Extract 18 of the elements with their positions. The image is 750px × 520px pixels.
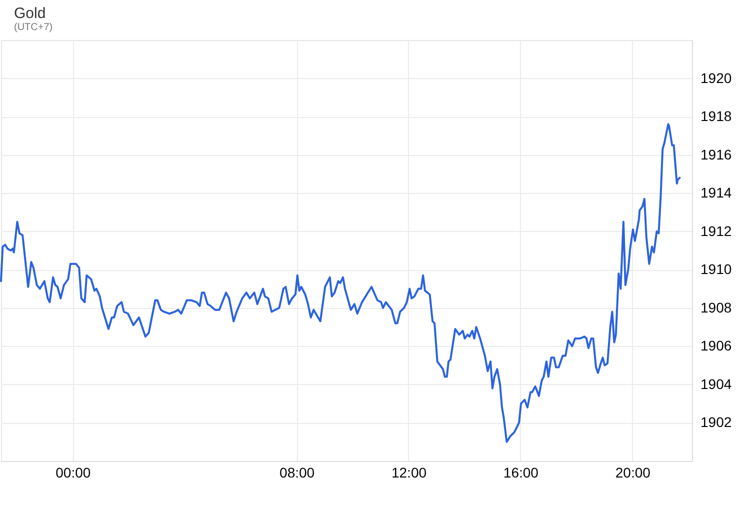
y-tick-label: 1908 [700, 299, 732, 316]
y-tick-label: 1910 [700, 261, 732, 278]
line-series [0, 123, 681, 443]
x-tick-label: 12:00 [391, 464, 427, 480]
y-tick-label: 1916 [700, 146, 732, 162]
x-tick-label: 08:00 [280, 464, 315, 480]
x-tick-label: 16:00 [503, 464, 539, 480]
y-tick-label: 1904 [700, 376, 732, 392]
x-tick-label: 20:00 [615, 464, 651, 480]
y-tick-label: 1906 [700, 338, 732, 354]
chart-title: Gold [14, 5, 46, 22]
y-tick-label: 1912 [700, 222, 732, 239]
y-tick-label: 1920 [700, 70, 732, 86]
y-tick-label: 1902 [700, 414, 732, 430]
x-tick-label: 00:00 [56, 464, 91, 480]
y-tick-label: 1914 [700, 184, 732, 201]
chart-subtitle: (UTC+7) [14, 22, 53, 33]
y-tick-label: 1918 [700, 108, 732, 124]
